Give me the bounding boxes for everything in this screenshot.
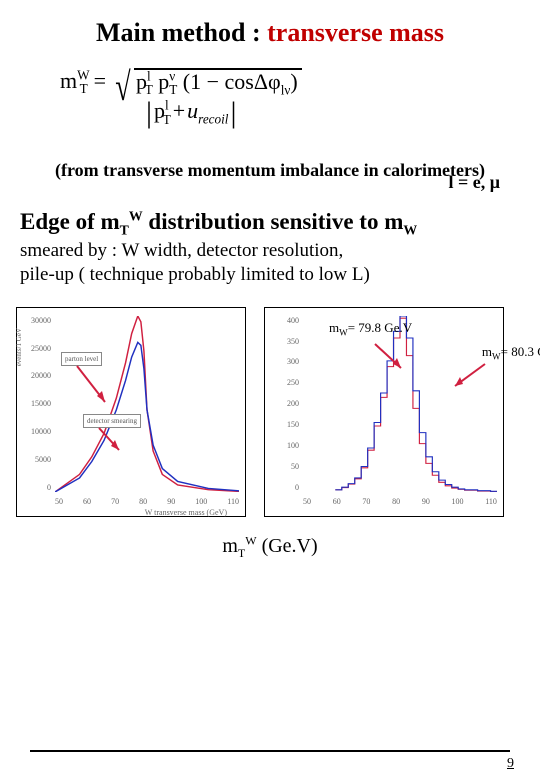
axis-caption: mTW (Ge.V): [0, 517, 540, 558]
lepton-note: l = e, μ: [449, 172, 500, 193]
charts-row: events/1 GeV 300002500020000150001000050…: [0, 287, 540, 517]
formula-denominator-row: | plT + urecoil |: [60, 98, 540, 132]
mt-sub: T: [80, 81, 88, 96]
equals: =: [88, 68, 112, 94]
ptl-sub: T: [145, 82, 153, 97]
chart-left-svg: [55, 316, 239, 492]
edge-sub2: W: [403, 223, 417, 238]
chart-right-xticks: 5060708090100110: [303, 497, 497, 506]
ptnu-sub: T: [169, 82, 177, 97]
abs-bar-r: |: [230, 96, 236, 130]
cap-rest: (Ge.V): [257, 535, 318, 557]
denom-plus: +: [173, 98, 185, 124]
annotation-mw2: mW= 80.3 Ge.V: [482, 344, 540, 362]
a1-pre: m: [329, 320, 339, 335]
a1-sub: W: [339, 327, 348, 337]
legend-parton: parton level: [61, 352, 102, 366]
chart-left-plot: parton level detector smearing: [55, 316, 239, 492]
d-ptl-sub: T: [163, 112, 171, 127]
hist-1: [335, 318, 497, 491]
edge-mid: distribution sensitive to m: [143, 209, 404, 234]
annotation-mw1: mW= 79.8 Ge.V: [329, 320, 412, 338]
edge-statement: Edge of mTW distribution sensitive to mW: [0, 199, 540, 237]
abs-bar-l: |: [146, 96, 152, 130]
smeared-line2: pile-up ( technique probably limited to …: [20, 263, 520, 287]
legend-detector: detector smearing: [83, 414, 141, 428]
chart-right-svg: [303, 316, 497, 492]
cap-sup: W: [245, 533, 256, 547]
u-sub: recoil: [198, 112, 228, 127]
ptnu: p: [158, 69, 169, 94]
sqrt-symbol: √: [115, 75, 130, 99]
title-prefix: Main method: [96, 18, 246, 47]
edge-sup: W: [129, 209, 143, 224]
chart-left-yticks: 300002500020000150001000050000: [19, 316, 53, 492]
chart-left: events/1 GeV 300002500020000150001000050…: [16, 307, 246, 517]
title-colon: :: [245, 18, 267, 47]
a2-sub: W: [492, 351, 501, 361]
u-base: u: [187, 98, 198, 123]
d-ptl-sup: l: [165, 98, 169, 113]
edge-prefix: Edge of m: [20, 209, 120, 234]
hist-2: [335, 316, 497, 491]
edge-sub: T: [120, 223, 129, 238]
chart-right-plot: [303, 316, 497, 492]
chart-right: 400350300250200150100500 506070809010011…: [264, 307, 504, 517]
smeared-line1: smeared by : W width, detector resolutio…: [20, 239, 520, 263]
a2-pre: m: [482, 344, 492, 359]
denom-u: urecoil: [187, 98, 228, 124]
footer-rule: [30, 750, 510, 752]
chart-left-xticks: 5060708090100110: [55, 497, 239, 506]
cap-sub: T: [238, 546, 245, 560]
smeared-note: smeared by : W width, detector resolutio…: [0, 237, 540, 287]
formula-block: mWT = √ plT pνT (1 − cosΔφlν) | plT + ur…: [0, 56, 540, 134]
page-number: 9: [507, 756, 514, 772]
title-highlight: transverse mass: [267, 18, 444, 47]
sqrt-body: plT pνT (1 − cosΔφlν): [134, 68, 302, 94]
formula-lhs: mWT: [60, 68, 88, 94]
a1-rest: = 79.8 Ge.V: [348, 320, 412, 335]
page-title: Main method : transverse mass: [0, 0, 540, 56]
cap-pre: m: [222, 535, 238, 557]
paren-close: ): [290, 69, 297, 94]
denom-ptl: plT: [154, 98, 171, 124]
paren-body: (1 − cosΔφ: [183, 69, 281, 94]
chart-left-xlabel: W transverse mass (GeV): [145, 508, 227, 517]
a2-rest: = 80.3 Ge.V: [501, 344, 540, 359]
chart-right-yticks: 400350300250200150100500: [267, 316, 301, 492]
paren-sub: lν: [281, 82, 291, 97]
mt-base: m: [60, 68, 77, 93]
